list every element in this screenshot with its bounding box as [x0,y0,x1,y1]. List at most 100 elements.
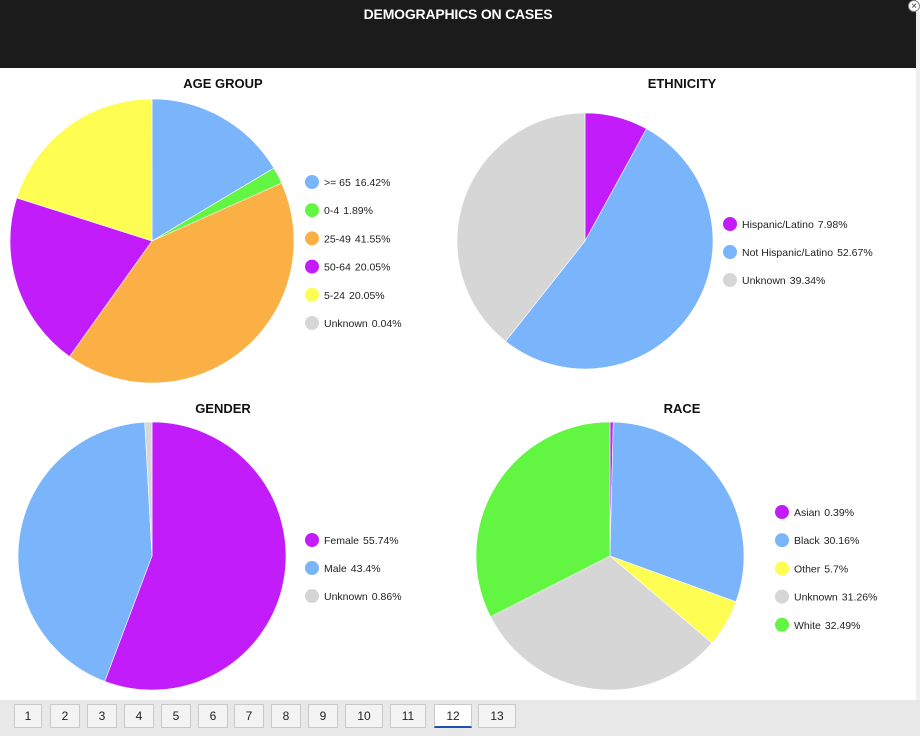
legend-category: Unknown [794,592,838,604]
legend-swatch [305,175,319,189]
close-icon[interactable]: × [908,0,920,12]
legend-category: 25-49 [324,233,351,245]
legend-item-other[interactable]: Other 5.7% [775,561,848,576]
legend-item-black[interactable]: Black 30.16% [775,533,859,548]
legend-category: 50-64 [324,262,351,274]
pie-chart-gender: GENDER Female 55.74% Male 43.4% Unknown 0.86% [17,401,402,691]
legend-label: 5-24 20.05% [324,290,385,302]
pie-slice-25-49[interactable] [69,182,295,384]
legend-label: Asian 0.39% [794,507,854,519]
legend-category: Asian [794,507,820,519]
legend-percent: 16.42% [355,177,391,189]
legend-percent: 20.05% [355,262,391,274]
legend-item-unknown[interactable]: Unknown 39.34% [723,273,825,287]
legend-swatch [305,533,319,547]
pie-slice-unknown[interactable] [144,421,153,557]
page-button-6[interactable]: 6 [198,704,228,728]
pie-slice-50-64[interactable] [9,197,153,358]
legend-swatch [775,505,789,519]
pie-slice-male[interactable] [17,421,153,682]
page-button-10[interactable]: 10 [345,704,383,728]
legend-swatch [305,561,319,575]
page-button-4[interactable]: 4 [124,704,154,728]
legend-item-50-64[interactable]: 50-64 20.05% [305,259,391,274]
page-button-5[interactable]: 5 [161,704,191,728]
legend-item-unknown[interactable]: Unknown 31.26% [775,589,877,604]
legend-swatch [305,589,319,603]
legend-label: 0-4 1.89% [324,205,373,217]
charts-area: AGE GROUP >= 65 16.42% 0-4 1.89% 25-49 41.55% 5… [9,76,877,691]
legend-item-0-4[interactable]: 0-4 1.89% [305,203,373,218]
page-button-1[interactable]: 1 [14,704,42,728]
legend-item-asian[interactable]: Asian 0.39% [775,505,854,519]
legend-category: Female [324,535,359,547]
pie-slice-female[interactable] [104,421,287,691]
page-button-12[interactable]: 12 [434,704,472,728]
legend-swatch [775,533,789,548]
legend-percent: 7.98% [818,219,848,231]
header-bar: DEMOGRAPHICS ON CASES [0,0,916,68]
legend-item-female[interactable]: Female 55.74% [305,533,399,547]
legend-item-not-hispanic-latino[interactable]: Not Hispanic/Latino 52.67% [723,245,873,259]
pie-slice-white[interactable] [475,421,611,618]
legend-percent: 31.26% [842,592,878,604]
legend-swatch [305,259,319,274]
page-button-3[interactable]: 3 [87,704,117,728]
legend-label: Female 55.74% [324,535,399,547]
legend-category: Unknown [742,275,786,287]
legend-percent: 55.74% [363,535,399,547]
page-navigation: 1 2 3 4 5 6 7 8 9 10 11 12 13 [0,700,920,736]
legend-item-25-49[interactable]: 25-49 41.55% [305,231,390,246]
legend-item-unknown[interactable]: Unknown 0.04% [305,316,402,330]
legend-swatch [775,617,789,632]
legend-percent: 43.4% [351,563,381,575]
chart-title: RACE [664,401,701,416]
legend-item-male[interactable]: Male 43.4% [305,561,381,575]
legend-label: Not Hispanic/Latino 52.67% [742,247,873,259]
legend-item-hispanic-latino[interactable]: Hispanic/Latino 7.98% [723,217,848,231]
pie-slice-unknown[interactable] [456,112,586,342]
legend-swatch [775,561,789,576]
legend-label: >= 65 16.42% [324,177,391,189]
legend-category: Hispanic/Latino [742,219,814,231]
pie-slice-black[interactable] [609,421,745,603]
legend-percent: 0.04% [372,318,402,330]
legend-percent: 52.67% [837,247,873,259]
page-button-9[interactable]: 9 [308,704,338,728]
pie-chart-age-group: AGE GROUP >= 65 16.42% 0-4 1.89% 25-49 41.55% 5… [9,76,402,384]
scrollbar-track[interactable] [916,12,920,702]
legend-label: Unknown 31.26% [794,592,877,604]
legend-label: White 32.49% [794,620,860,632]
legend-category: White [794,620,821,632]
page-button-8[interactable]: 8 [271,704,301,728]
legend-item-5-24[interactable]: 5-24 20.05% [305,287,385,302]
legend-category: Male [324,563,347,575]
legend-percent: 41.55% [355,233,391,245]
legend-item-unknown[interactable]: Unknown 0.86% [305,589,402,603]
legend-swatch [305,287,319,302]
legend-swatch [305,231,319,246]
legend-label: Male 43.4% [324,563,381,575]
pie-slice-not-hispanic-latino[interactable] [505,128,714,370]
legend-category: 0-4 [324,205,339,217]
legend-item-white[interactable]: White 32.49% [775,617,860,632]
legend-label: 25-49 41.55% [324,233,390,245]
legend-swatch [305,316,319,330]
pie-slice-5-24[interactable] [16,98,153,242]
page-button-11[interactable]: 11 [390,704,426,728]
legend-label: Black 30.16% [794,535,859,547]
pie-slice-65[interactable] [151,98,275,242]
legend-percent: 39.34% [790,275,826,287]
page-button-7[interactable]: 7 [234,704,264,728]
legend-category: >= 65 [324,177,351,189]
page-button-13[interactable]: 13 [478,704,516,728]
page-title: DEMOGRAPHICS ON CASES [363,6,553,22]
legend-category: Black [794,535,820,547]
chart-title: GENDER [195,401,251,416]
page-button-2[interactable]: 2 [50,704,80,728]
legend-label: Unknown 0.86% [324,591,402,603]
pie-chart-ethnicity: ETHNICITY Hispanic/Latino 7.98% Not Hispani… [456,76,873,370]
legend-item-65[interactable]: >= 65 16.42% [305,175,391,189]
legend-label: Other 5.7% [794,563,848,575]
pie-slice-unknown[interactable] [490,555,713,691]
